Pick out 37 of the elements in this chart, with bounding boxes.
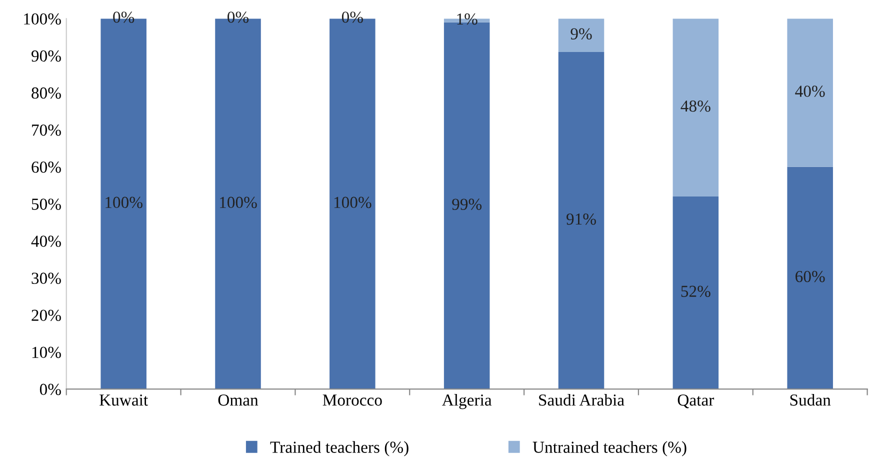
- y-tick-label: 40%: [31, 236, 61, 247]
- bar: [787, 18, 833, 167]
- bar: [787, 166, 833, 390]
- x-tick-label: Sudan: [790, 394, 831, 406]
- data-label: 1%: [457, 13, 478, 25]
- data-label: 9%: [570, 28, 592, 40]
- x-tick-label: Algeria: [442, 394, 492, 410]
- x-tick-label: Saudi Arabia: [539, 394, 624, 406]
- data-label: 99%: [452, 198, 482, 210]
- y-tick-label: 80%: [32, 87, 61, 99]
- y-tick-label: 90%: [32, 50, 61, 62]
- data-label: 48%: [680, 100, 710, 112]
- y-tick-label: 70%: [32, 124, 61, 136]
- y-tick-label: 30%: [32, 272, 61, 284]
- x-tick-label: Qatar: [678, 394, 714, 408]
- legend-label: Untrained teachers (%): [532, 441, 686, 456]
- data-label: 52%: [681, 286, 710, 298]
- bar: [672, 196, 719, 390]
- legend-label: Trained teachers (%): [270, 441, 408, 456]
- data-label: 100%: [106, 196, 142, 208]
- data-label: 40%: [795, 86, 825, 97]
- y-tick-label: 20%: [32, 310, 61, 322]
- data-label: 91%: [566, 213, 596, 225]
- x-tick-label: Kuwait: [100, 394, 148, 406]
- data-label: 100%: [334, 196, 372, 208]
- y-tick-label: 0%: [40, 384, 61, 396]
- x-tick-label: Oman: [218, 394, 258, 406]
- bar: [558, 18, 604, 52]
- y-tick-label: 10%: [32, 346, 61, 358]
- y-tick-label: 50%: [32, 198, 61, 210]
- y-tick-label: 100%: [24, 13, 61, 25]
- x-tick-label: Morocco: [322, 394, 382, 406]
- y-tick-label: 60%: [32, 162, 61, 173]
- data-label: 100%: [220, 196, 257, 208]
- bar: [672, 18, 719, 196]
- data-label: 60%: [796, 270, 825, 282]
- bar: [558, 52, 604, 390]
